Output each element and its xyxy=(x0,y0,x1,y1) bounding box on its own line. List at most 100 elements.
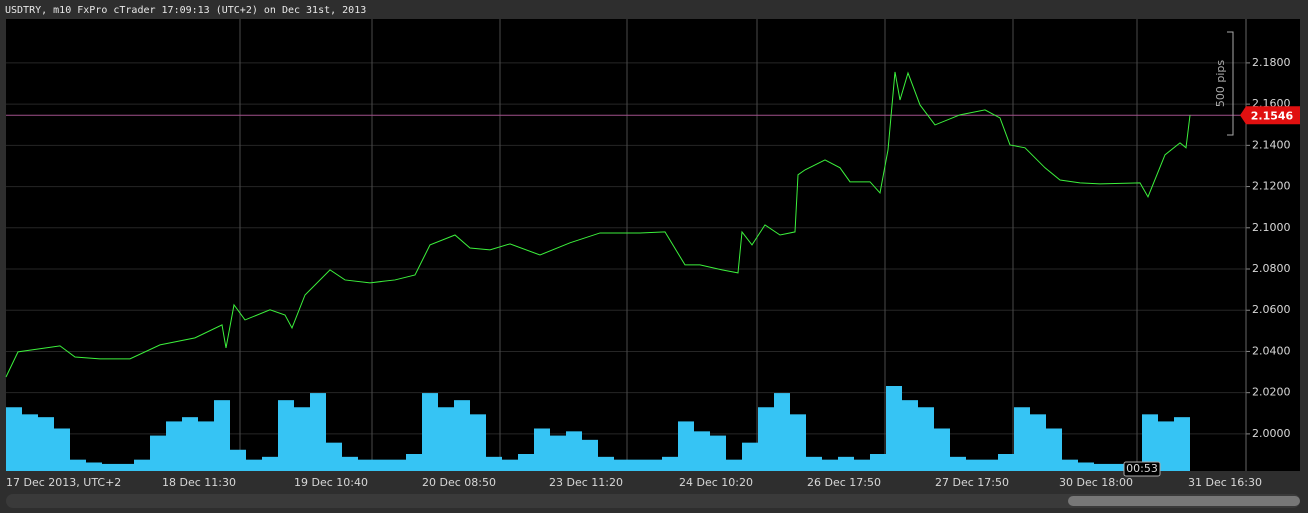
price-label: 2.1546 xyxy=(1251,109,1294,122)
x-tick-label: 19 Dec 10:40 xyxy=(294,476,368,489)
volume-bar xyxy=(998,454,1014,471)
volume-bar xyxy=(22,414,38,471)
volume-bar xyxy=(806,456,822,471)
volume-bar xyxy=(886,386,902,471)
volume-bar xyxy=(374,459,390,471)
volume-bar xyxy=(406,454,422,471)
volume-bar xyxy=(534,428,550,471)
volume-bar xyxy=(438,407,454,471)
volume-bar xyxy=(86,462,102,471)
volume-bar xyxy=(550,435,566,471)
volume-bar xyxy=(262,456,278,471)
y-tick-label: 2.1000 xyxy=(1252,221,1291,234)
volume-bar xyxy=(566,431,582,471)
volume-bar xyxy=(326,442,342,471)
y-tick-label: 2.0400 xyxy=(1252,344,1291,357)
plot-area xyxy=(6,19,1300,471)
volume-bar xyxy=(790,414,806,471)
y-tick-label: 2.0000 xyxy=(1252,427,1291,440)
volume-bar xyxy=(694,431,710,471)
volume-bar xyxy=(1142,414,1158,471)
volume-bar xyxy=(454,400,470,471)
volume-bar xyxy=(1014,407,1030,471)
volume-bar xyxy=(678,421,694,471)
y-tick-label: 2.1400 xyxy=(1252,138,1291,151)
volume-bar xyxy=(1078,462,1094,471)
x-tick-label: 31 Dec 16:30 xyxy=(1188,476,1262,489)
price-label-box xyxy=(1240,106,1300,125)
volume-bar xyxy=(518,454,534,471)
volume-bar xyxy=(38,417,54,471)
volume-bar xyxy=(294,407,310,471)
ruler xyxy=(1227,31,1234,136)
volume-bar xyxy=(1174,417,1190,471)
y-tick-label: 2.0800 xyxy=(1252,262,1291,275)
y-tick-label: 2.1200 xyxy=(1252,180,1291,193)
volume-bar xyxy=(758,407,774,471)
x-tick-label: 17 Dec 2013, UTC+2 xyxy=(6,476,121,489)
volume-bar xyxy=(182,417,198,471)
volume-bar xyxy=(230,449,246,471)
volume-bar xyxy=(1094,463,1110,471)
volume-bar xyxy=(150,435,166,471)
volume-bar xyxy=(630,459,646,471)
x-tick-label: 20 Dec 08:50 xyxy=(422,476,496,489)
volume-bar xyxy=(1046,428,1062,471)
countdown: 00:53 xyxy=(1126,462,1158,475)
volume-bar xyxy=(838,456,854,471)
marks xyxy=(5,71,1246,471)
volume-bar xyxy=(134,459,150,471)
volume-bar xyxy=(70,459,86,471)
volume-bar xyxy=(54,428,70,471)
volume-bar xyxy=(902,400,918,471)
volume-bar xyxy=(982,459,998,471)
volume-bar xyxy=(854,459,870,471)
x-tick-label: 30 Dec 18:00 xyxy=(1059,476,1133,489)
y-tick-label: 2.0600 xyxy=(1252,303,1291,316)
y-tick-label: 2.1800 xyxy=(1252,56,1291,69)
volume-bar xyxy=(710,435,726,471)
volume-bar xyxy=(246,459,262,471)
volume-bar xyxy=(166,421,182,471)
volume-bar xyxy=(502,459,518,471)
volume-bar xyxy=(966,459,982,471)
scrollbar[interactable] xyxy=(6,494,1300,508)
volume-bar xyxy=(1110,463,1126,471)
volume-bar xyxy=(1158,421,1174,471)
volume-bar xyxy=(646,459,662,471)
volume-bar xyxy=(726,459,742,471)
volume-bar xyxy=(950,456,966,471)
scrollbar-thumb[interactable] xyxy=(1068,496,1300,506)
volume-bar xyxy=(614,459,630,471)
volume-bar xyxy=(1030,414,1046,471)
volume-bar xyxy=(422,393,438,471)
volume-bar xyxy=(198,421,214,471)
labels: 2.0000 2.0200 2.0400 2.0600 2.0800 2.1000 2.12… xyxy=(6,31,1300,489)
volume-bar xyxy=(822,459,838,471)
volume-bar xyxy=(918,407,934,471)
price-line xyxy=(5,71,1191,378)
volume-bar xyxy=(470,414,486,471)
volume-bar xyxy=(486,456,502,471)
volume-bar xyxy=(278,400,294,471)
volume-bar xyxy=(774,393,790,471)
y-tick-label: 2.0200 xyxy=(1252,386,1291,399)
x-tick-label: 18 Dec 11:30 xyxy=(162,476,236,489)
ruler-label: 500 pips xyxy=(1214,60,1227,108)
volume-bar xyxy=(6,407,22,471)
countdown-box xyxy=(1123,461,1161,477)
volume-bar xyxy=(118,463,134,471)
volume-bar xyxy=(598,456,614,471)
volume-bar xyxy=(742,442,758,471)
volume-bar xyxy=(390,459,406,471)
volume-bar xyxy=(310,393,326,471)
chart-title: USDTRY, m10 FxPro cTrader 17:09:13 (UTC+… xyxy=(5,5,366,16)
volume-bar xyxy=(342,456,358,471)
volume-bar xyxy=(934,428,950,471)
volume-bar xyxy=(214,400,230,471)
volume-bar xyxy=(582,439,598,471)
volume-bar xyxy=(662,456,678,471)
volume-bar xyxy=(1062,459,1078,471)
